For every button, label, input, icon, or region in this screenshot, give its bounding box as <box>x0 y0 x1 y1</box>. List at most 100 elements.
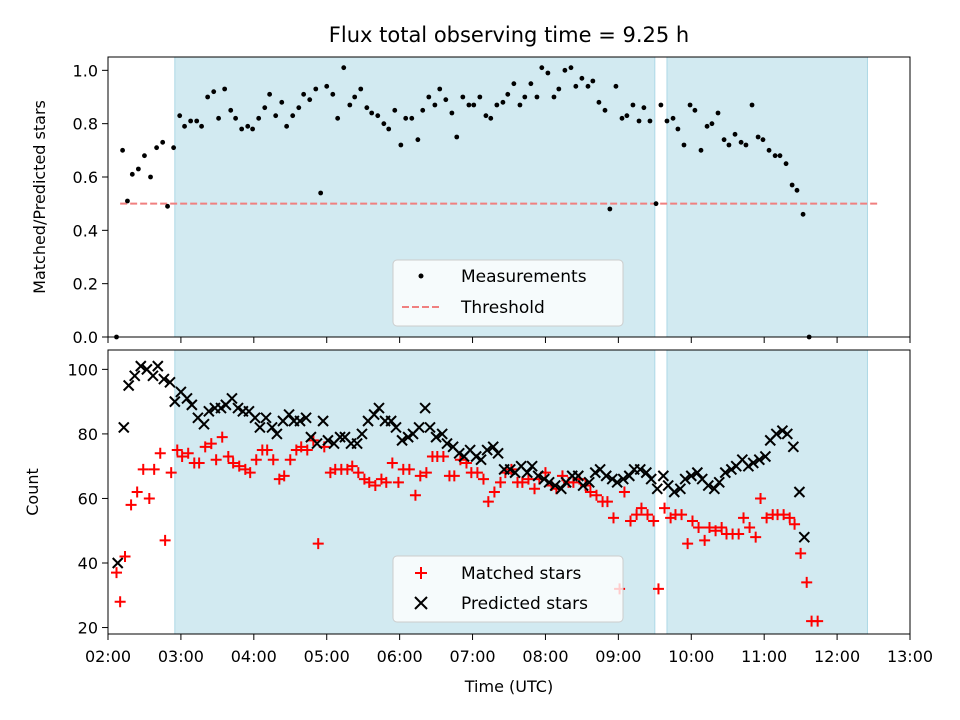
count-legend-box <box>392 555 624 623</box>
predicted-point-93 <box>640 466 653 479</box>
x-tick-label-2: 04:00 <box>231 647 277 666</box>
measurement-point-94 <box>647 118 653 124</box>
count-panel: 20 40 60 80 100 02:00 03:00 04:00 05:00 06:00 07:… <box>23 349 933 696</box>
matched-point-73 <box>522 473 534 485</box>
x-tick-label-6: 08:00 <box>522 647 568 666</box>
count-y-tick-label-1: 40 <box>78 554 98 573</box>
measurement-point-121 <box>800 211 806 217</box>
predicted-point-84 <box>589 466 601 479</box>
matched-point-54 <box>414 470 426 482</box>
predicted-point-94 <box>645 473 657 485</box>
matched-point-20 <box>222 451 234 462</box>
measurement-point-76 <box>545 70 551 76</box>
measurement-point-43 <box>358 86 364 92</box>
measurement-point-2 <box>125 198 130 204</box>
predicted-point-16 <box>203 405 215 418</box>
predicted-point-104 <box>702 479 714 492</box>
measurement-point-68 <box>500 99 506 105</box>
matched-point-53 <box>409 489 421 501</box>
predicted-point-24 <box>249 412 261 424</box>
measurement-point-41 <box>347 102 353 108</box>
measurement-point-60 <box>454 134 460 140</box>
observing-window-1 <box>666 349 868 635</box>
measurement-point-32 <box>296 105 302 111</box>
measurement-point-120 <box>794 187 800 193</box>
matched-point-0 <box>111 567 123 579</box>
matched-point-15 <box>193 457 205 469</box>
predicted-point-18 <box>215 402 227 414</box>
measurement-point-53 <box>415 137 421 143</box>
measurement-point-114 <box>760 137 766 143</box>
predicted-point-53 <box>413 421 425 434</box>
predicted-point-116 <box>770 428 783 440</box>
predicted-point-42 <box>351 437 363 450</box>
predicted-point-37 <box>322 434 334 447</box>
measurement-point-36 <box>318 190 324 196</box>
matched-point-25 <box>250 454 262 466</box>
count-x-ticks: 02:00 03:00 04:00 05:00 06:00 07:00 08:00 09:00… <box>85 634 933 666</box>
count-legend: Matched stars Predicted stars <box>392 555 624 623</box>
measurement-point-87 <box>607 206 613 212</box>
matched-point-24 <box>244 467 256 479</box>
matched-point-2 <box>119 551 131 563</box>
measurement-point-119 <box>789 182 795 188</box>
matched-point-3 <box>125 499 137 511</box>
matched-point-60 <box>448 470 460 482</box>
predicted-point-58 <box>441 437 453 450</box>
measurement-point-1 <box>120 147 125 153</box>
measurement-point-113 <box>755 134 761 140</box>
matched-point-90 <box>618 486 630 498</box>
measurement-point-99 <box>675 126 681 132</box>
measurement-point-80 <box>568 65 574 71</box>
measurement-point-33 <box>301 91 307 97</box>
predicted-point-45 <box>368 408 380 421</box>
predicted-point-81 <box>572 470 584 482</box>
measurement-point-23 <box>245 123 251 129</box>
predicted-point-88 <box>611 476 623 489</box>
matched-point-68 <box>494 476 506 488</box>
measurement-point-18 <box>216 115 221 121</box>
measurement-point-16 <box>205 94 211 100</box>
measurement-point-74 <box>534 94 540 100</box>
predicted-point-46 <box>373 402 385 414</box>
predicted-points <box>112 360 810 569</box>
measurement-point-81 <box>573 83 579 89</box>
predicted-point-117 <box>776 424 789 437</box>
measurement-point-117 <box>777 153 783 159</box>
ratio-panel: 0.0 0.2 0.4 0.6 0.8 1.0 Matched/Predicted sta… <box>30 56 911 347</box>
measurement-point-49 <box>392 107 398 113</box>
measurement-point-118 <box>783 161 789 167</box>
predicted-point-6 <box>147 370 159 382</box>
predicted-point-2 <box>122 379 135 392</box>
measurement-point-20 <box>228 107 234 113</box>
predicted-point-119 <box>787 441 800 453</box>
matched-point-81 <box>567 476 579 488</box>
matched-point-49 <box>386 457 398 469</box>
count-y-tick-label-2: 60 <box>78 489 98 508</box>
measurement-point-39 <box>335 115 341 121</box>
predicted-point-43 <box>356 428 368 440</box>
predicted-point-78 <box>555 483 567 495</box>
measurement-point-105 <box>709 121 715 127</box>
measurement-point-11 <box>177 113 183 119</box>
matched-point-100 <box>676 509 688 521</box>
predicted-point-87 <box>606 473 618 485</box>
predicted-point-106 <box>713 476 725 489</box>
predicted-point-12 <box>181 392 193 405</box>
count-y-tick-label-4: 100 <box>67 360 98 379</box>
predicted-point-74 <box>532 470 544 482</box>
measurement-point-31 <box>290 113 296 119</box>
matched-point-85 <box>590 489 602 501</box>
matched-point-7 <box>148 463 160 475</box>
measurement-point-73 <box>528 81 534 87</box>
ratio-y-ticks: 0.0 0.2 0.4 0.6 0.8 1.0 <box>73 61 108 347</box>
measurement-point-78 <box>556 86 562 92</box>
ratio-y-tick-label-4: 0.8 <box>73 115 98 134</box>
predicted-point-92 <box>634 463 646 476</box>
measurement-point-37 <box>324 83 330 89</box>
measurement-point-79 <box>562 67 568 73</box>
matched-point-104 <box>699 534 711 546</box>
predicted-point-36 <box>317 415 329 427</box>
measurement-point-63 <box>471 102 477 108</box>
measurement-point-107 <box>721 137 727 143</box>
